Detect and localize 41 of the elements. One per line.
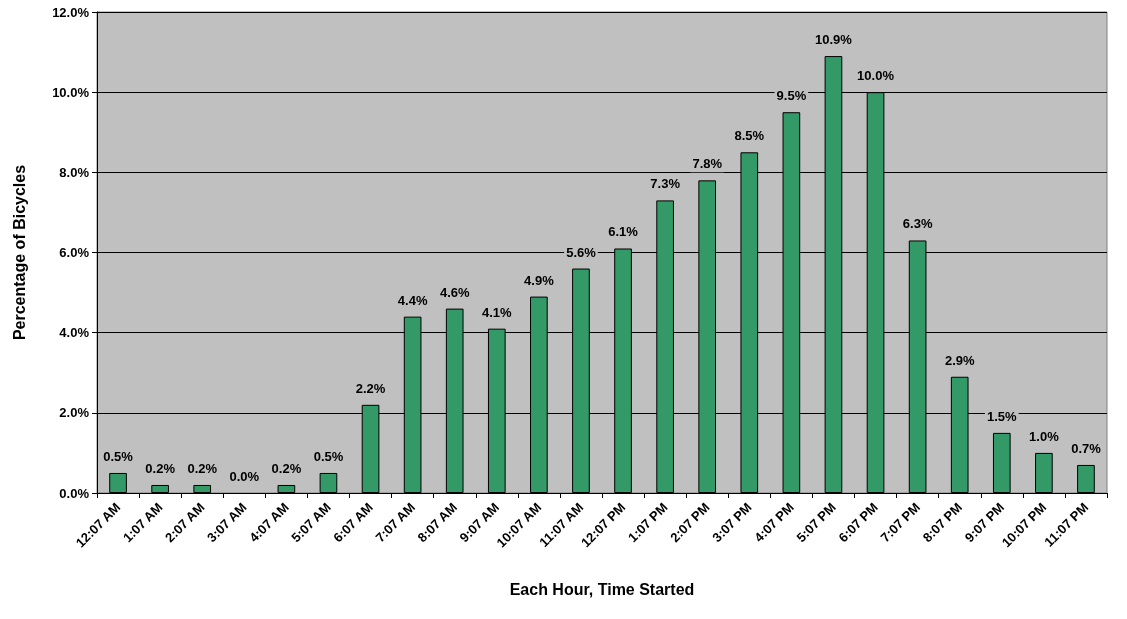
data-label: 0.7%: [1071, 440, 1102, 456]
data-label: 0.0%: [229, 469, 260, 484]
bar: [109, 472, 127, 493]
bar: [319, 472, 338, 493]
bar: [1077, 464, 1095, 493]
data-label: 10.9%: [815, 32, 853, 48]
y-tick-label: 2.0%: [59, 405, 90, 421]
y-tick-label: 4.0%: [59, 325, 90, 341]
data-label: 0.5%: [103, 448, 134, 464]
data-label: 4.6%: [439, 284, 470, 300]
bar: [992, 432, 1011, 493]
data-label: 0.2%: [145, 460, 176, 476]
data-label: 0.2%: [187, 460, 218, 476]
bar: [277, 484, 296, 493]
data-label: 9.5%: [776, 88, 807, 104]
data-label: 6.1%: [608, 224, 639, 240]
bar: [151, 484, 169, 493]
y-tick-label: 8.0%: [59, 164, 90, 180]
data-label: 7.3%: [650, 176, 681, 192]
y-tick-label: 0.0%: [59, 485, 90, 501]
y-tick-label: 12.0%: [52, 4, 90, 20]
data-label: 0.2%: [271, 460, 302, 476]
data-label: 1.0%: [1029, 428, 1060, 444]
bar: [1035, 452, 1053, 493]
data-label: 2.9%: [944, 352, 975, 368]
data-label: 1.5%: [986, 408, 1018, 424]
data-label: 7.8%: [692, 156, 723, 172]
data-label: 0.5%: [313, 448, 344, 464]
data-label: 10.0%: [857, 68, 895, 84]
data-label: 4.4%: [397, 292, 428, 308]
y-tick-label: 10.0%: [52, 84, 90, 100]
bar: [193, 484, 212, 493]
y-axis-title: Percentage of Bicycles: [10, 164, 28, 341]
data-label: 6.3%: [902, 216, 933, 232]
data-label: 8.5%: [734, 128, 765, 144]
x-axis-title: Each Hour, Time Started: [509, 580, 695, 598]
data-label: 2.2%: [355, 380, 386, 396]
data-label: 4.9%: [524, 272, 555, 288]
data-label: 4.1%: [481, 304, 513, 320]
data-label: 5.6%: [566, 244, 597, 260]
y-tick-label: 6.0%: [59, 245, 90, 260]
